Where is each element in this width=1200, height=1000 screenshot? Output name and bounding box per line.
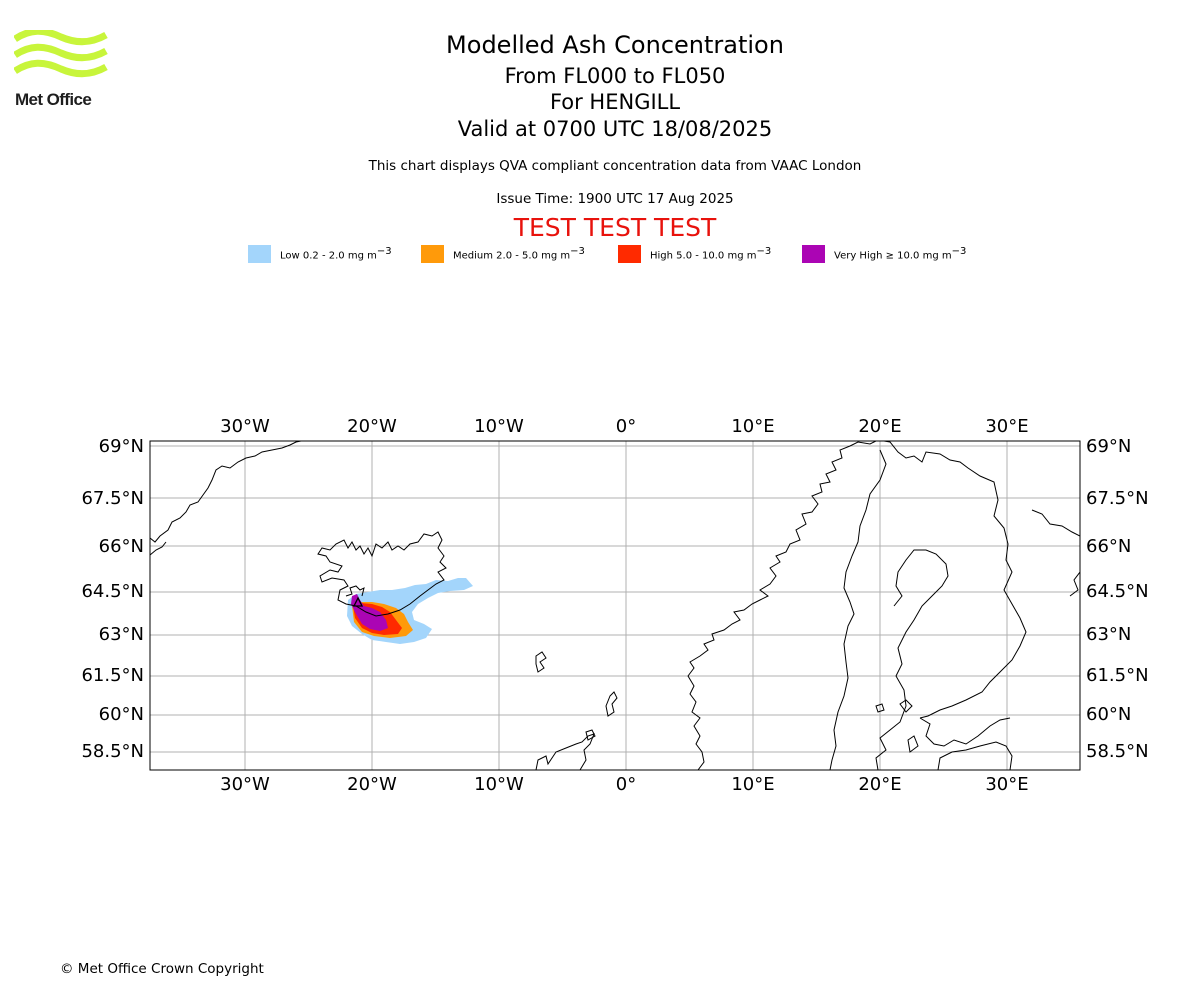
valid-time: Valid at 0700 UTC 18/08/2025 — [457, 117, 773, 141]
latitude-labels-left: 69°N 67.5°N 66°N 64.5°N 63°N 61.5°N 60°N… — [81, 436, 144, 762]
lon-label: 20°W — [347, 416, 397, 437]
legend-item-very-high: Very High ≥ 10.0 mg m−3 — [802, 244, 966, 264]
legend-label-high: High 5.0 - 10.0 mg m−3 — [650, 246, 772, 262]
lat-label: 64.5°N — [81, 581, 144, 602]
baltic-coastline — [919, 717, 1011, 747]
iceland-coastline — [317, 531, 447, 617]
test-banner: TEST TEST TEST — [513, 213, 717, 242]
longitude-labels-top: 30°W 20°W 10°W 0° 10°E 20°E 30°E — [220, 416, 1028, 437]
reykjanes-coastline — [345, 585, 365, 597]
legend-swatch-very-high — [802, 245, 825, 263]
lon-label: 10°W — [474, 774, 524, 795]
map-frame — [149, 440, 1081, 771]
lat-label: 64.5°N — [1086, 581, 1149, 602]
scandinavia-coastline — [687, 441, 1027, 770]
lat-label: 60°N — [1086, 704, 1131, 725]
kola-coastline — [1031, 509, 1080, 537]
lat-label: 66°N — [99, 536, 144, 557]
lon-label: 20°E — [858, 774, 901, 795]
flight-level-range: From FL000 to FL050 — [504, 64, 726, 88]
legend-label-medium: Medium 2.0 - 5.0 mg m−3 — [453, 246, 585, 262]
legend-label-very-high: Very High ≥ 10.0 mg m−3 — [834, 246, 967, 262]
lon-label: 30°W — [220, 774, 270, 795]
longitude-labels-bottom: 30°W 20°W 10°W 0° 10°E 20°E 30°E — [220, 774, 1028, 795]
lat-label: 61.5°N — [1086, 665, 1149, 686]
met-office-logo: Met Office — [14, 30, 109, 112]
lon-label: 0° — [616, 416, 636, 437]
legend-swatch-medium — [421, 245, 444, 263]
map-gridlines — [150, 441, 1080, 770]
lat-label: 58.5°N — [1086, 741, 1149, 762]
finland-coastline — [875, 549, 949, 770]
volcano-name: For HENGILL — [549, 90, 681, 114]
greenland-inlet — [150, 541, 167, 556]
orkney-islands — [585, 729, 596, 741]
shetland-islands — [605, 691, 618, 717]
gotland-island — [907, 735, 919, 753]
met-office-waves-icon — [14, 30, 108, 78]
estonia-coastline — [937, 741, 1013, 770]
chart-subtitle: This chart displays QVA compliant concen… — [368, 158, 862, 174]
legend-item-high: High 5.0 - 10.0 mg m−3 — [618, 244, 771, 264]
lat-label: 69°N — [1086, 436, 1131, 457]
lat-label: 61.5°N — [81, 665, 144, 686]
sweden-coastline — [829, 449, 887, 770]
issue-time: Issue Time: 1900 UTC 17 Aug 2025 — [496, 191, 734, 207]
lon-label: 10°E — [731, 774, 774, 795]
volcano-marker-icon — [352, 596, 364, 607]
lon-label: 20°E — [858, 416, 901, 437]
lat-label: 69°N — [99, 436, 144, 457]
lon-label: 10°W — [474, 416, 524, 437]
legend-label-low: Low 0.2 - 2.0 mg m−3 — [280, 246, 392, 262]
greenland-coastline — [150, 441, 304, 543]
lon-label: 10°E — [731, 416, 774, 437]
white-sea-coastline — [1069, 571, 1080, 597]
legend-item-medium: Medium 2.0 - 5.0 mg m−3 — [421, 244, 585, 264]
lat-label: 67.5°N — [1086, 488, 1149, 509]
lon-label: 0° — [616, 774, 636, 795]
lat-label: 66°N — [1086, 536, 1131, 557]
legend-swatch-low — [248, 245, 271, 263]
lat-label: 60°N — [99, 704, 144, 725]
latitude-labels-right: 69°N 67.5°N 66°N 64.5°N 63°N 61.5°N 60°N… — [1086, 436, 1149, 762]
aland-islands — [899, 699, 913, 713]
copyright-notice: © Met Office Crown Copyright — [60, 961, 264, 977]
lon-label: 30°W — [220, 416, 270, 437]
lat-label: 63°N — [99, 624, 144, 645]
lon-label: 30°E — [985, 416, 1028, 437]
concentration-legend: Low 0.2 - 2.0 mg m−3 Medium 2.0 - 5.0 mg… — [0, 244, 1200, 264]
lon-label: 20°W — [347, 774, 397, 795]
ash-concentration-map: 30°W 20°W 10°W 0° 10°E 20°E 30°E 30°W 20… — [81, 416, 1149, 795]
chart-title: Modelled Ash Concentration — [446, 31, 784, 59]
legend-swatch-high — [618, 245, 641, 263]
ash-plume — [347, 578, 473, 644]
lat-label: 63°N — [1086, 624, 1131, 645]
lon-label: 30°E — [985, 774, 1028, 795]
scotland-coastline — [535, 733, 595, 770]
legend-item-low: Low 0.2 - 2.0 mg m−3 — [248, 244, 392, 264]
bornholm-islands — [875, 703, 885, 713]
lat-label: 58.5°N — [81, 741, 144, 762]
lat-label: 67.5°N — [81, 488, 144, 509]
faroe-islands — [535, 651, 547, 673]
met-office-logo-text: Met Office — [15, 90, 92, 109]
